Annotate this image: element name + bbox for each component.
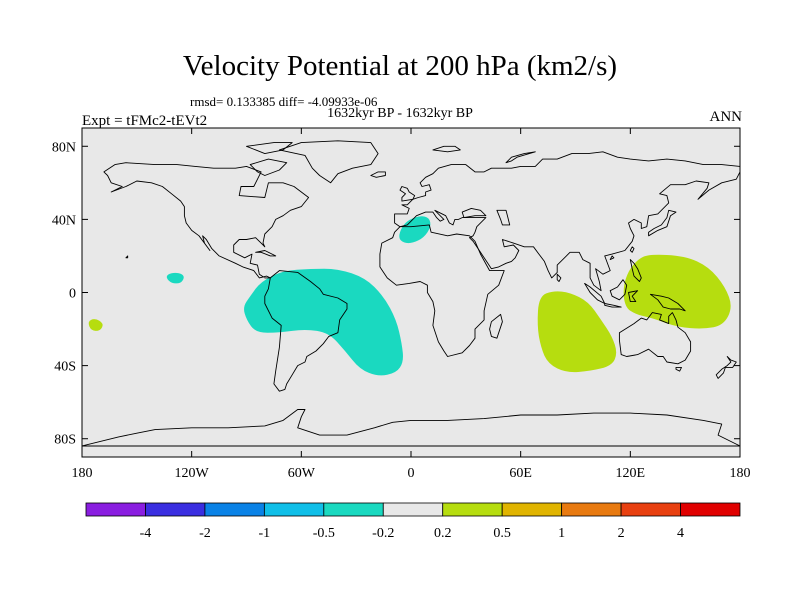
y-tick-label: 80N	[52, 140, 76, 155]
colorbar-swatch	[680, 502, 741, 517]
y-tick-label: 40N	[52, 213, 76, 228]
coast-tasmania	[675, 366, 682, 372]
x-tick-label: 180	[72, 466, 93, 481]
y-tick-label: 0	[69, 287, 76, 302]
coast-japan	[648, 209, 677, 237]
x-tick-label: 180	[730, 466, 751, 481]
coast-caspian	[496, 209, 511, 226]
colorbar-swatch	[85, 502, 146, 517]
coast-taiwan	[629, 246, 635, 253]
colorbar-swatch	[323, 502, 384, 517]
coastline-layer	[82, 140, 740, 447]
season-label: ANN	[709, 109, 743, 125]
coast-greenland	[278, 140, 379, 184]
coast-java	[604, 303, 622, 308]
coast-philippines	[629, 259, 642, 282]
coast-sulawesi	[628, 290, 639, 303]
y-tick-label: 80S	[54, 433, 76, 448]
coast-eurasia	[394, 151, 740, 292]
colorbar-label: 2	[618, 526, 625, 541]
colorbar-label: 0.5	[493, 526, 511, 541]
coast-britain	[399, 186, 416, 202]
coast-madagascar	[489, 313, 503, 339]
y-tick-label: 40S	[54, 360, 76, 375]
x-tick-label: 0	[408, 466, 415, 481]
colorbar-swatch	[204, 502, 265, 517]
colorbar-swatch	[561, 502, 622, 517]
time-subtitle: 1632kyr BP - 1632kyr BP	[327, 106, 473, 121]
coast-hawaii	[125, 255, 129, 259]
colorbar-label: 1	[558, 526, 565, 541]
coast-cuba	[255, 250, 277, 257]
x-tick-label: 120W	[175, 466, 210, 481]
colorbar-label: -1	[259, 526, 271, 541]
plot-title: Velocity Potential at 200 hPa (km2/s)	[182, 50, 618, 82]
colorbar-swatch	[501, 502, 563, 517]
experiment-label: Expt = tFMc2-tEVt2	[82, 113, 208, 129]
anomaly-layer	[88, 216, 731, 376]
x-tick-label: 60E	[509, 466, 532, 481]
colorbar-swatch	[442, 502, 503, 517]
coast-novaya-zemlya	[505, 151, 536, 164]
anomaly-west-pacific	[623, 254, 731, 329]
colorbar-swatch	[263, 502, 325, 517]
colorbar-swatch	[382, 502, 444, 517]
colorbar-label: 0.2	[434, 526, 452, 541]
colorbar-label: -0.2	[372, 526, 394, 541]
colorbar: -4 -2 -1 -0.5 -0.2 0.2 0.5 1 2 4	[85, 502, 741, 541]
coast-iceland	[370, 171, 386, 178]
colorbar-label: -4	[140, 526, 152, 541]
x-tick-label: 60W	[288, 466, 316, 481]
stats-text: rmsd= 0.133385 diff= -4.09933e-06	[190, 94, 378, 109]
coast-new-zealand	[715, 356, 737, 379]
axis-ticks: 180 120W 60W 0 60E 120E 180 80N 40N 0 40S 80S	[52, 128, 751, 481]
coast-africa	[379, 224, 505, 357]
coast-ellesmere	[246, 142, 293, 155]
coast-australia	[618, 312, 692, 365]
anomaly-south-pacific	[88, 319, 103, 331]
anomaly-mediterranean	[399, 216, 431, 244]
colorbar-label: -0.5	[313, 526, 335, 541]
coast-new-guinea	[649, 293, 686, 312]
anomaly-south-atlantic	[244, 268, 403, 376]
colorbar-swatch	[145, 502, 206, 517]
anomaly-east-pacific	[166, 272, 184, 284]
coast-sri-lanka	[556, 273, 562, 282]
colorbar-label: -2	[199, 526, 211, 541]
coast-black-sea	[461, 207, 487, 219]
colorbar-label: 4	[677, 526, 684, 541]
colorbar-swatch	[620, 502, 681, 517]
coast-antarctica	[82, 409, 740, 447]
x-tick-label: 120E	[616, 466, 646, 481]
coast-north-america	[103, 162, 310, 279]
coast-south-america	[264, 270, 348, 392]
coast-borneo	[609, 279, 628, 301]
coast-svalbard	[432, 145, 461, 153]
coast-hainan	[609, 255, 615, 261]
anomaly-indian-ocean	[537, 291, 617, 373]
coast-baffin	[249, 158, 288, 176]
